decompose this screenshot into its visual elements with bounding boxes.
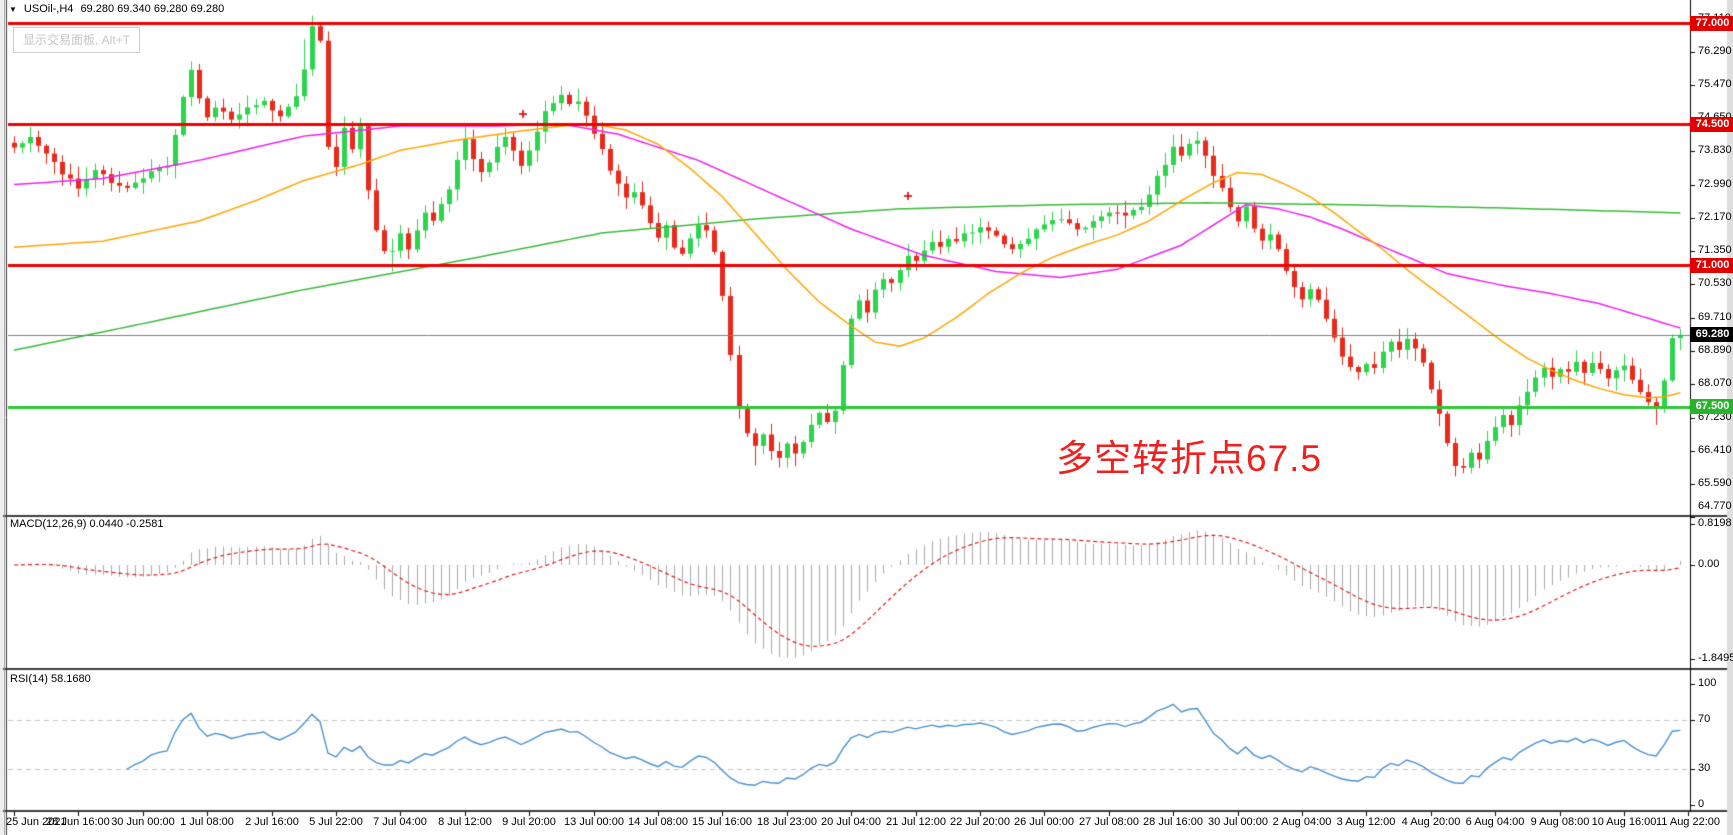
price-tick-label: 72.990 [1698,178,1732,190]
show-trade-panel-button[interactable]: 显示交易面板, Alt+T [13,27,141,53]
time-tick-label: 25 Jun 2021 [6,816,67,828]
time-tick-label: 15 Jul 16:00 [692,816,752,828]
price-tick-label: 73.830 [1698,144,1732,156]
time-tick-label: 7 Jul 04:00 [373,816,427,828]
price-tick-label: 65.590 [1698,477,1732,489]
time-tick-label: 26 Jul 00:00 [1014,816,1074,828]
price-flag: 69.280 [1690,327,1733,342]
time-tick-label: 30 Jul 00:00 [1208,816,1268,828]
time-tick-label: 27 Jul 08:00 [1079,816,1139,828]
rsi-tick-label: 0 [1698,798,1705,810]
chart-title-bar: ▼ USOil-,H4 69.280 69.340 69.280 69.280 [9,3,224,15]
time-tick-label: 22 Jul 20:00 [950,816,1010,828]
time-tick-label: 28 Jun 16:00 [46,816,110,828]
chart-annotation: 多空转折点67.5 [1056,438,1323,479]
price-flag: 77.000 [1690,16,1733,31]
rsi-tick-label: 70 [1698,713,1711,725]
time-tick-label: 20 Jul 04:00 [821,816,881,828]
time-tick-label: 1 Jul 08:00 [180,816,234,828]
time-tick-label: 8 Jul 12:00 [438,816,492,828]
time-tick-label: 9 Jul 20:00 [502,816,556,828]
price-tick-label: 68.890 [1698,344,1732,356]
price-flag: 74.500 [1690,117,1733,132]
time-tick-label: 2 Jul 16:00 [245,816,299,828]
symbol-period-label: USOil-,H4 [23,3,74,15]
price-tick-label: 72.170 [1698,211,1732,223]
price-tick-label: 75.470 [1698,78,1732,90]
symbol-dropdown-icon[interactable]: ▼ [9,4,17,14]
macd-tick-label: 0.8198 [1698,517,1732,529]
macd-indicator-label: MACD(12,26,9) 0.0440 -0.2581 [10,518,164,530]
price-tick-label: 64.770 [1698,500,1732,512]
macd-tick-label: 0.00 [1698,558,1720,570]
time-tick-label: 4 Aug 20:00 [1401,816,1461,828]
time-tick-label: 9 Aug 08:00 [1530,816,1590,828]
price-tick-label: 70.530 [1698,277,1732,289]
time-tick-label: 10 Aug 16:00 [1591,816,1657,828]
price-tick-label: 67.230 [1698,411,1732,423]
price-flag: 71.000 [1690,258,1733,273]
time-tick-label: 6 Aug 04:00 [1465,816,1525,828]
time-tick-label: 28 Jul 16:00 [1143,816,1203,828]
time-tick-label: 14 Jul 08:00 [628,816,688,828]
rsi-tick-label: 30 [1698,762,1711,774]
rsi-indicator-label: RSI(14) 58.1680 [10,673,91,685]
time-tick-label: 30 Jun 00:00 [111,816,175,828]
price-tick-label: 66.410 [1698,444,1732,456]
price-tick-label: 71.350 [1698,244,1732,256]
price-tick-label: 76.290 [1698,45,1732,57]
time-tick-label: 18 Jul 23:00 [757,816,817,828]
price-flag: 67.500 [1690,399,1733,414]
time-tick-label: 3 Aug 12:00 [1336,816,1396,828]
ohlc-readout: 69.280 69.340 69.280 69.280 [80,3,225,15]
time-tick-label: 11 Aug 22:00 [1655,816,1721,828]
time-tick-label: 5 Jul 22:00 [309,816,363,828]
rsi-tick-label: 100 [1698,677,1717,689]
price-tick-label: 69.710 [1698,311,1732,323]
time-tick-label: 21 Jul 12:00 [886,816,946,828]
time-tick-label: 2 Aug 04:00 [1272,816,1332,828]
time-tick-label: 13 Jul 00:00 [564,816,624,828]
price-tick-label: 68.070 [1698,377,1732,389]
macd-tick-label: -1.8495 [1698,652,1733,664]
